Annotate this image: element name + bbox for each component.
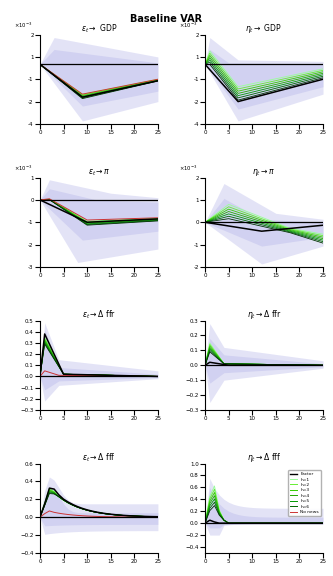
Title: $\epsilon_t \rightarrow \pi$: $\epsilon_t \rightarrow \pi$ (88, 167, 110, 177)
Title: $\epsilon_t \rightarrow$ GDP: $\epsilon_t \rightarrow$ GDP (81, 22, 117, 35)
Title: $\eta_t \rightarrow \pi$: $\eta_t \rightarrow \pi$ (252, 166, 276, 177)
Title: $\epsilon_t \rightarrow \Delta$ ffr: $\epsilon_t \rightarrow \Delta$ ffr (82, 308, 116, 321)
Text: Baseline VAR: Baseline VAR (131, 14, 202, 24)
Text: $\times10^{-3}$: $\times10^{-3}$ (179, 164, 197, 173)
Title: $\epsilon_t \rightarrow \Delta$ fff: $\epsilon_t \rightarrow \Delta$ fff (82, 451, 116, 464)
Legend: Factor, h=1, h=2, h=3, h=4, h=5, h=6, No news: Factor, h=1, h=2, h=3, h=4, h=5, h=6, No… (288, 470, 321, 516)
Text: $\times10^{-3}$: $\times10^{-3}$ (179, 21, 197, 30)
Text: $\times10^{-3}$: $\times10^{-3}$ (14, 21, 32, 30)
Title: $\eta_t \rightarrow$ GDP: $\eta_t \rightarrow$ GDP (245, 21, 283, 35)
Text: $\times10^{-3}$: $\times10^{-3}$ (14, 164, 32, 173)
Title: $\eta_t \rightarrow \Delta$ ffr: $\eta_t \rightarrow \Delta$ ffr (247, 308, 281, 321)
Title: $\eta_t \rightarrow \Delta$ fff: $\eta_t \rightarrow \Delta$ fff (247, 450, 281, 464)
